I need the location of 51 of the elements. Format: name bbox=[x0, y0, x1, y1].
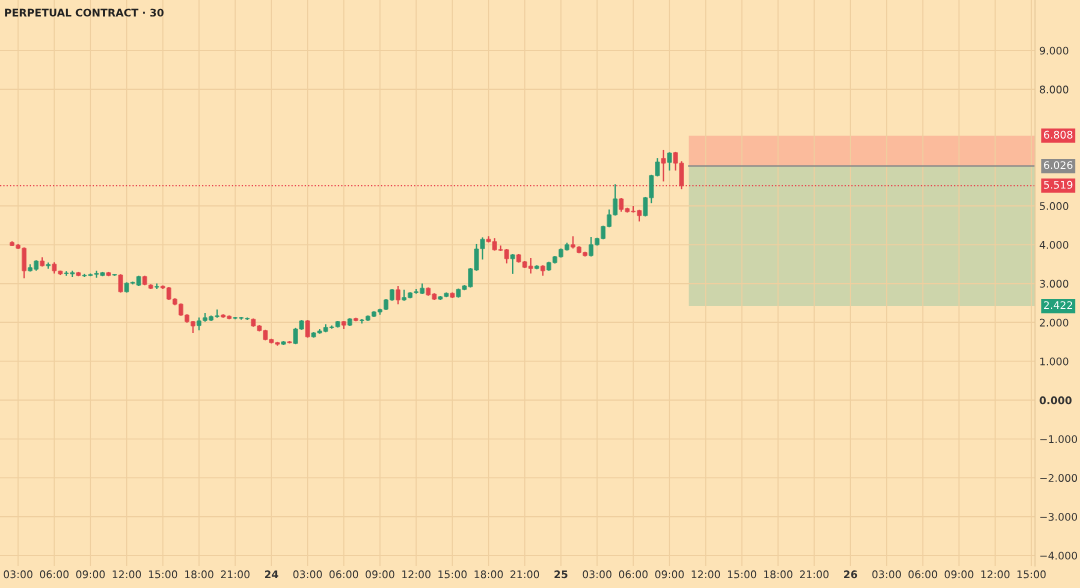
x-tick-label: 03:00 bbox=[3, 570, 33, 579]
y-tick-label: −3.000 bbox=[1040, 512, 1078, 521]
x-tick-label: 06:00 bbox=[618, 570, 648, 579]
y-tick-label: 9.000 bbox=[1039, 46, 1069, 55]
candlestick bbox=[118, 273, 123, 294]
x-tick-label: 03:00 bbox=[293, 570, 322, 579]
x-tick-label: 06:00 bbox=[329, 570, 359, 579]
x-tick-label: 25 bbox=[554, 570, 568, 579]
x-tick-label: 21:00 bbox=[800, 570, 829, 579]
x-tick-label: 09:00 bbox=[76, 570, 105, 579]
y-tick-label: 3.000 bbox=[1039, 279, 1069, 288]
x-tick-label: 12:00 bbox=[981, 570, 1010, 579]
x-tick-label: 18:00 bbox=[474, 570, 503, 579]
y-tick-label: 1.000 bbox=[1040, 357, 1069, 366]
y-tick-label: 8.000 bbox=[1039, 85, 1069, 94]
band-label: 6.808 bbox=[1044, 130, 1073, 139]
ref-line-label: 6.026 bbox=[1044, 161, 1073, 170]
x-tick-label: 18:00 bbox=[185, 570, 214, 579]
candlestick bbox=[661, 149, 666, 183]
x-tick-label: 06:00 bbox=[39, 570, 69, 579]
x-tick-label: 12:00 bbox=[112, 570, 141, 579]
x-tick-label: 26 bbox=[844, 570, 858, 579]
text: PERPETUAL CONTRACT · 30 bbox=[5, 8, 164, 17]
x-tick-label: 24 bbox=[264, 570, 279, 579]
x-tick-label: 03:00 bbox=[872, 570, 901, 579]
y-tick-label: 2.000 bbox=[1039, 318, 1069, 327]
y-tick-label: 0.000 bbox=[1039, 396, 1072, 405]
candlestick bbox=[395, 285, 401, 305]
band-label: 2.422 bbox=[1044, 301, 1073, 309]
y-tick-label: 5.000 bbox=[1039, 202, 1069, 210]
x-tick-label: 09:00 bbox=[655, 570, 684, 579]
y-tick-label: −4.000 bbox=[1040, 551, 1078, 560]
x-tick-label: 03:00 bbox=[582, 570, 612, 579]
x-tick-label: 15:00 bbox=[728, 570, 757, 579]
x-tick-label: 15:00 bbox=[148, 570, 178, 579]
y-tick-label: −2.000 bbox=[1040, 474, 1078, 482]
x-tick-label: 09:00 bbox=[944, 570, 974, 579]
candlestick bbox=[667, 151, 672, 172]
x-tick-label: 15:00 bbox=[1017, 570, 1046, 579]
y-tick-label: −1.000 bbox=[1040, 435, 1078, 444]
x-tick-label: 21:00 bbox=[510, 570, 540, 579]
ref-line-label: 5.519 bbox=[1044, 180, 1073, 189]
x-tick-label: 06:00 bbox=[908, 570, 938, 579]
x-tick-label: 09:00 bbox=[365, 570, 395, 579]
x-tick-label: 15:00 bbox=[438, 570, 467, 579]
candlestick bbox=[510, 253, 515, 275]
x-tick-label: 12:00 bbox=[691, 570, 720, 579]
x-tick-label: 21:00 bbox=[220, 570, 250, 579]
x-tick-label: 18:00 bbox=[764, 570, 793, 579]
x-tick-label: 12:00 bbox=[402, 570, 431, 579]
y-tick-label: 4.000 bbox=[1039, 240, 1069, 249]
